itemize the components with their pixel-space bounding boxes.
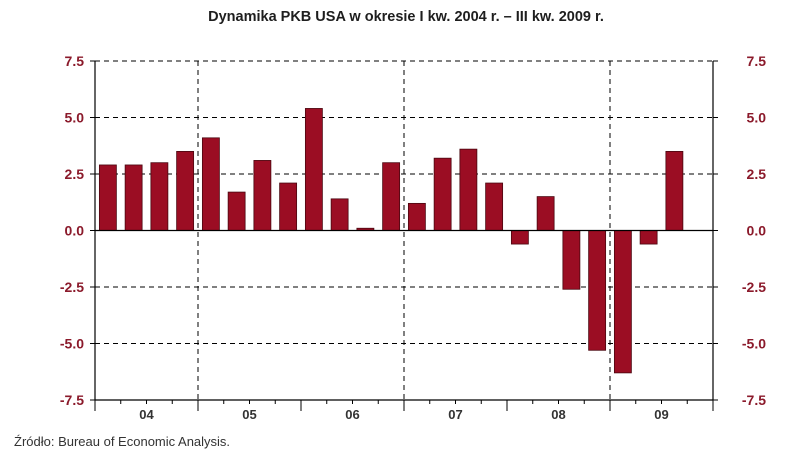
- bar: [227, 191, 246, 231]
- y-tick-label-left: -2.5: [60, 279, 84, 295]
- y-tick-label-left: -5.0: [60, 336, 84, 352]
- y-tick-label-right: 2.5: [747, 166, 767, 182]
- y-tick-label-left: -7.5: [60, 392, 84, 408]
- chart-title: Dynamika PKB USA w okresie I kw. 2004 r.…: [208, 9, 604, 25]
- bar: [588, 230, 607, 351]
- bar: [536, 196, 555, 231]
- bar: [304, 108, 323, 231]
- bar: [407, 202, 426, 231]
- bar: [98, 164, 117, 231]
- bar: [639, 230, 658, 245]
- bar: [433, 157, 452, 231]
- bar: [510, 230, 529, 245]
- bar: [124, 164, 143, 231]
- source-note: Źródło: Bureau of Economic Analysis.: [14, 434, 230, 449]
- bar: [459, 148, 478, 231]
- y-tick-label-left: 5.0: [65, 110, 85, 126]
- y-tick-label-left: 0.0: [65, 223, 85, 239]
- x-tick-label-year: 05: [242, 407, 256, 422]
- bar: [279, 182, 298, 231]
- y-tick-label-right: 0.0: [747, 223, 767, 239]
- x-tick-label-year: 06: [345, 407, 359, 422]
- bar: [150, 162, 169, 231]
- y-axis-left-labels: 7.5 5.0 2.5 0.0 -2.5 -5.0 -7.5: [60, 53, 84, 408]
- y-axis-right-labels: 7.5 5.0 2.5 0.0 -2.5 -5.0 -7.5: [742, 53, 766, 408]
- x-tick-label-year: 08: [551, 407, 565, 422]
- bar: [176, 150, 195, 231]
- bar: [330, 198, 349, 231]
- grid-lines: [95, 60, 713, 400]
- x-tick-label-year: 07: [448, 407, 462, 422]
- x-axis-labels: 04 05 06 07 08 09: [139, 407, 668, 422]
- axes: [90, 60, 718, 411]
- y-tick-label-left: 2.5: [65, 166, 85, 182]
- x-tick-label-year: 04: [139, 407, 154, 422]
- y-tick-label-right: -7.5: [742, 392, 766, 408]
- x-tick-label-year: 09: [654, 407, 668, 422]
- bar: [485, 182, 504, 231]
- bar: [382, 162, 401, 231]
- y-tick-label-left: 7.5: [65, 53, 85, 69]
- bar: [562, 230, 581, 290]
- bars: [98, 108, 684, 374]
- bar: [665, 150, 684, 231]
- bar: [253, 160, 272, 231]
- y-tick-label-right: 7.5: [747, 53, 767, 69]
- bar: [613, 230, 632, 374]
- bar: [201, 137, 220, 231]
- y-tick-label-right: -5.0: [742, 336, 766, 352]
- y-tick-label-right: -2.5: [742, 279, 766, 295]
- y-tick-label-right: 5.0: [747, 110, 767, 126]
